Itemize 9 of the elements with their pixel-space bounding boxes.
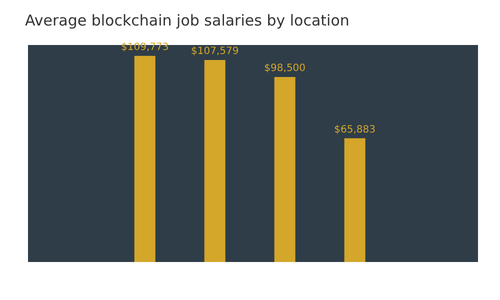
bar <box>344 138 366 262</box>
data-label: $107,579 <box>191 46 239 57</box>
data-label: $109,773 <box>121 42 169 53</box>
bar <box>134 56 156 262</box>
bar <box>274 77 296 262</box>
data-label: $65,883 <box>334 124 376 136</box>
data-label: $98,500 <box>264 63 306 74</box>
chart-title: Average blockchain job salaries by location <box>25 12 350 30</box>
bar <box>204 60 226 262</box>
